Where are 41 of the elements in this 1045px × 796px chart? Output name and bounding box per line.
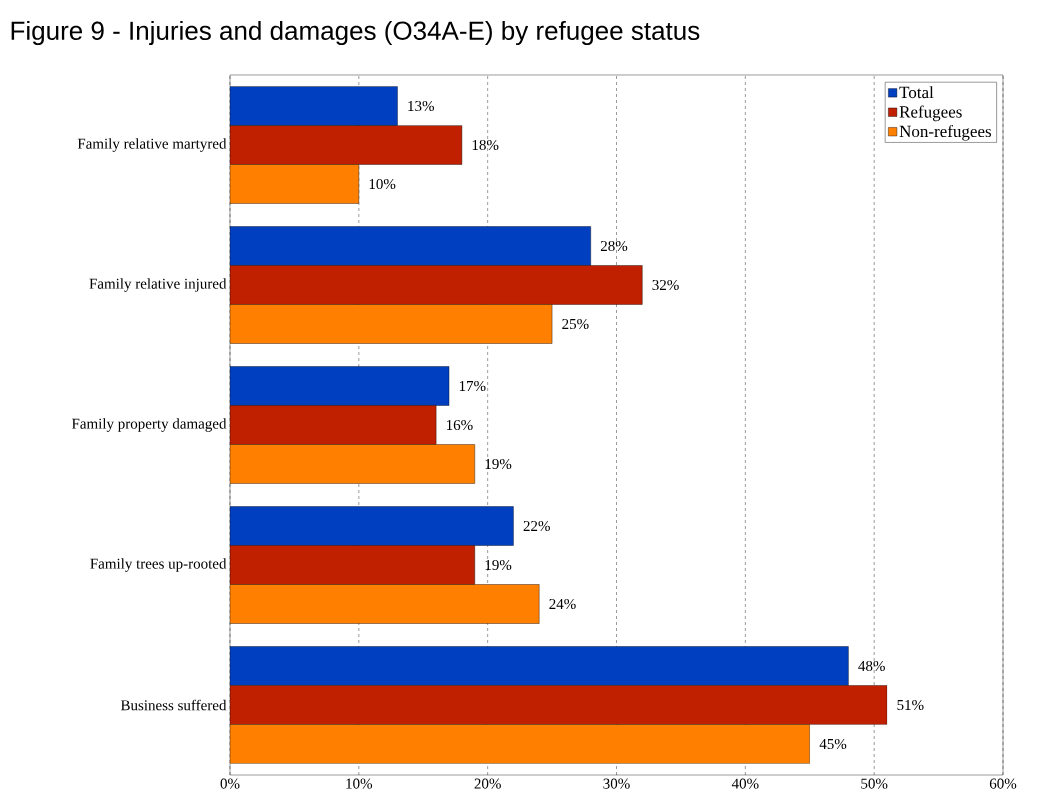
- data-label: 51%: [897, 699, 924, 711]
- x-tick-label: 20%: [474, 778, 501, 789]
- chart-title: Figure 9 - Injuries and damages (O34A-E) by refugee status: [11, 20, 700, 46]
- data-label: 48%: [858, 660, 885, 672]
- data-label: 18%: [472, 139, 499, 151]
- legend-label: Total: [899, 86, 934, 99]
- bar: [230, 265, 643, 305]
- bar: [230, 125, 463, 165]
- y-tick-label: Family trees up-rooted: [90, 558, 227, 572]
- data-label: 24%: [549, 598, 576, 610]
- data-label: 16%: [446, 419, 473, 431]
- data-label: 19%: [485, 559, 512, 571]
- x-tick-label: 0%: [220, 778, 240, 789]
- bar: [230, 545, 475, 585]
- x-tick-label: 60%: [989, 778, 1017, 789]
- data-label: 22%: [523, 520, 550, 532]
- bar: [230, 86, 398, 126]
- legend-label: Non-refugees: [899, 124, 992, 141]
- data-label: 28%: [600, 240, 628, 252]
- data-label: 19%: [485, 458, 512, 470]
- bar: [230, 366, 450, 406]
- data-label: 32%: [652, 279, 679, 291]
- x-tick-label: 10%: [346, 778, 373, 789]
- data-label: 25%: [562, 318, 589, 330]
- data-label: 45%: [819, 738, 847, 750]
- y-tick-label: Business suffered: [120, 699, 227, 711]
- bar: [230, 506, 514, 546]
- data-label: 10%: [369, 178, 396, 190]
- data-label: 13%: [408, 100, 434, 112]
- bar: [230, 685, 888, 725]
- y-tick-label: Family property damaged: [71, 418, 227, 432]
- bar: [230, 646, 849, 686]
- x-tick-label: 50%: [861, 778, 888, 789]
- x-tick-label: 40%: [731, 778, 759, 789]
- bar: [230, 226, 591, 266]
- legend-label: Refugees: [899, 105, 962, 122]
- bar: [230, 405, 437, 445]
- y-tick-label: Family relative martyred: [77, 138, 227, 152]
- y-tick-label: Family relative injured: [89, 278, 227, 292]
- data-label: 17%: [459, 380, 486, 392]
- x-tick-label: 30%: [603, 778, 630, 789]
